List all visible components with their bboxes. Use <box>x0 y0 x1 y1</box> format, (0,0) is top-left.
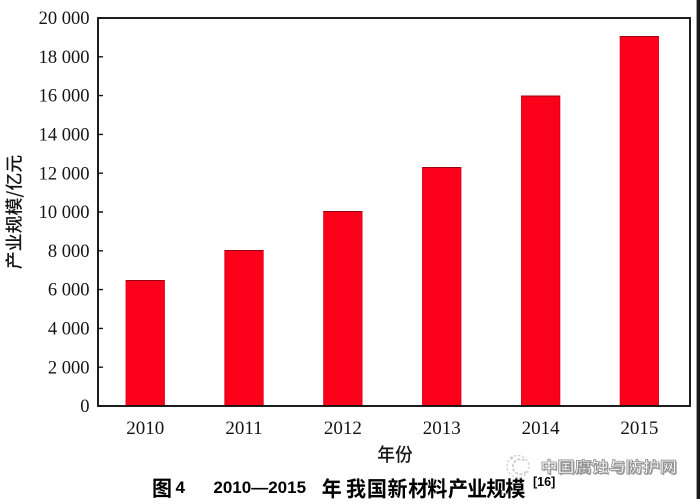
svg-text:16 000: 16 000 <box>39 87 90 107</box>
svg-text:2010: 2010 <box>126 418 164 439</box>
svg-text:2011: 2011 <box>225 418 262 439</box>
svg-text:14 000: 14 000 <box>39 126 90 146</box>
svg-text:[16]: [16] <box>533 475 555 489</box>
svg-text:18 000: 18 000 <box>39 48 90 68</box>
svg-text:0: 0 <box>80 397 89 417</box>
svg-text:8 000: 8 000 <box>48 242 90 262</box>
svg-text:4 000: 4 000 <box>48 320 90 340</box>
svg-text:2010—2015: 2010—2015 <box>213 478 306 497</box>
svg-text:10 000: 10 000 <box>39 203 90 223</box>
svg-text:2015: 2015 <box>620 418 658 439</box>
svg-text:4: 4 <box>176 478 186 497</box>
svg-text:20 000: 20 000 <box>39 9 90 29</box>
svg-text:2 000: 2 000 <box>48 358 90 378</box>
svg-text:6 000: 6 000 <box>48 281 90 301</box>
svg-text:12 000: 12 000 <box>39 164 90 184</box>
svg-text:2013: 2013 <box>423 418 461 439</box>
svg-text:2014: 2014 <box>522 418 561 439</box>
svg-text:2012: 2012 <box>324 418 362 439</box>
